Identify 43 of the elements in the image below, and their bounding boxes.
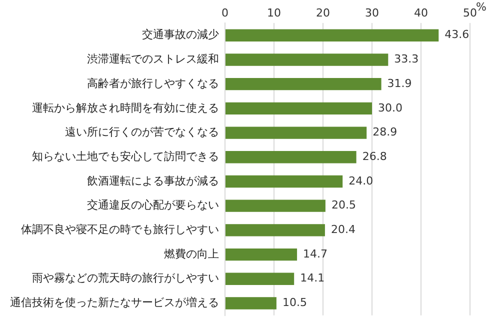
y-tick-label: 渋滞運転でのストレス緩和 (87, 52, 219, 66)
y-tick-label: 雨や霧などの荒天時の旅行がしやすい (32, 272, 219, 285)
y-tick-label: 知らない土地でも安心して訪問できる (32, 150, 219, 163)
data-label: 26.8 (362, 150, 387, 163)
x-tick-label: 50 (463, 6, 477, 20)
data-label: 43.6 (444, 28, 470, 42)
data-label: 33.3 (394, 52, 419, 66)
data-label: 20.4 (330, 223, 356, 236)
bar (226, 102, 372, 115)
bar (226, 272, 294, 285)
bar (226, 248, 298, 261)
data-label: 28.9 (372, 126, 398, 139)
y-tick-label: 遠い所に行くのが苦でなくなる (65, 126, 219, 139)
x-tick-label: 20 (316, 6, 330, 20)
bar (226, 175, 343, 188)
y-tick-label: 通信技術を使った新たなサービスが増える (10, 296, 219, 310)
x-tick-label: 10 (267, 6, 281, 20)
y-tick-label: 運転から解放され時間を有効に使える (32, 101, 219, 114)
bar (226, 224, 325, 236)
bar (226, 200, 326, 212)
bar (226, 54, 388, 66)
data-label: 10.5 (282, 296, 307, 310)
x-tick-label: 30 (365, 6, 379, 20)
x-tick-label: 0 (222, 6, 228, 20)
data-label: 14.7 (303, 247, 328, 260)
bar (226, 151, 356, 164)
y-tick-label: 高齢者が旅行しやすくなる (87, 76, 219, 90)
bar (226, 126, 367, 139)
y-tick-label: 交通事故の減少 (142, 28, 219, 42)
bar (226, 297, 276, 310)
y-tick-label: 燃費の向上 (164, 247, 219, 260)
data-label: 14.1 (300, 272, 325, 285)
bar (226, 78, 382, 90)
data-label: 20.5 (331, 198, 356, 212)
data-label: 24.0 (348, 174, 374, 188)
y-tick-label: 交通違反の心配が要らない (87, 198, 219, 212)
data-label: 30.0 (378, 101, 402, 114)
bar (226, 29, 439, 42)
data-label: 31.9 (387, 76, 412, 90)
y-tick-label: 飲酒運転による事故が減る (87, 174, 219, 188)
x-tick-label: 40 (414, 6, 428, 20)
y-tick-label: 体調不良や寝不足の時でも旅行しやすい (21, 223, 219, 236)
x-axis-title: % (476, 0, 486, 14)
